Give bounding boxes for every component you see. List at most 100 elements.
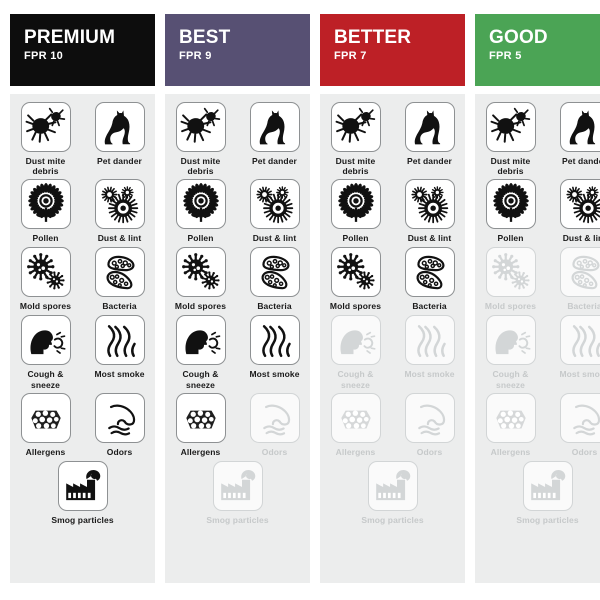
feature-row: Mold spores Bacteria [10, 247, 155, 312]
smoke-icon [94, 315, 145, 366]
feature-cell-smoke[interactable]: Most smoke [552, 315, 600, 389]
feature-cell-dust-mite[interactable]: Dust mite debris [13, 102, 79, 176]
rating-column-best: BEST FPR 9 Dust mite debris Pet dander [165, 0, 310, 600]
feature-label: Most smoke [249, 369, 300, 380]
feature-row: Cough & sneeze Most smoke [10, 315, 155, 390]
feature-cell-dust-lint[interactable]: Dust & lint [552, 179, 600, 244]
feature-cell-smoke[interactable]: Most smoke [397, 315, 463, 389]
allergen-molecule-icon [175, 392, 226, 443]
feature-cell-factory-smog[interactable]: Smog particles [17, 460, 149, 526]
feature-row: Allergens Odors [475, 392, 600, 458]
feature-label: Cough & sneeze [27, 369, 64, 390]
dust-lint-icon [249, 179, 300, 230]
feature-cell-allergen-molecule[interactable]: Allergens [13, 392, 79, 458]
mold-spore-icon [485, 247, 536, 298]
factory-smog-icon [367, 460, 418, 511]
feature-cell-flower[interactable]: Pollen [13, 179, 79, 244]
nose-odor-icon [249, 392, 300, 443]
feature-cell-cat[interactable]: Pet dander [87, 102, 153, 176]
feature-cell-allergen-molecule[interactable]: Allergens [323, 392, 389, 458]
feature-label: Pet dander [97, 156, 142, 166]
feature-cell-bacteria[interactable]: Bacteria [397, 247, 463, 312]
cough-sneeze-icon [485, 315, 536, 366]
feature-label: Pet dander [407, 156, 452, 166]
feature-cell-smoke[interactable]: Most smoke [242, 315, 308, 389]
bacteria-icon [559, 247, 600, 298]
feature-cell-cat[interactable]: Pet dander [242, 102, 308, 176]
feature-cell-bacteria[interactable]: Bacteria [552, 247, 600, 312]
feature-label: Pet dander [252, 156, 297, 166]
feature-cell-cat[interactable]: Pet dander [397, 102, 463, 176]
feature-label: Pollen [32, 233, 59, 244]
feature-cell-factory-smog[interactable]: Smog particles [172, 460, 304, 526]
feature-cell-bacteria[interactable]: Bacteria [87, 247, 153, 312]
feature-row: Mold spores Bacteria [320, 247, 465, 312]
feature-label: Most smoke [559, 369, 600, 380]
nose-odor-icon [94, 392, 145, 443]
feature-cell-dust-lint[interactable]: Dust & lint [87, 179, 153, 244]
feature-cell-flower[interactable]: Pollen [168, 179, 234, 244]
column-feature-list: Dust mite debris Pet dander Pollen [10, 94, 155, 583]
feature-label: Bacteria [412, 301, 447, 312]
rating-column-premium: PREMIUM FPR 10 Dust mite debris Pet dande… [10, 0, 155, 600]
feature-cell-cough-sneeze[interactable]: Cough & sneeze [168, 315, 234, 390]
feature-cell-dust-lint[interactable]: Dust & lint [242, 179, 308, 244]
feature-cell-allergen-molecule[interactable]: Allergens [168, 392, 234, 458]
nose-odor-icon [559, 392, 600, 443]
feature-cell-cat[interactable]: Pet dander [552, 102, 600, 176]
feature-label: Odors [571, 446, 598, 457]
feature-cell-factory-smog[interactable]: Smog particles [327, 460, 459, 526]
feature-row: Smog particles [10, 460, 155, 526]
feature-label: Dust mite debris [490, 156, 531, 177]
feature-cell-cough-sneeze[interactable]: Cough & sneeze [13, 315, 79, 390]
dust-lint-icon [94, 179, 145, 230]
factory-smog-icon [522, 460, 573, 511]
feature-cell-smoke[interactable]: Most smoke [87, 315, 153, 389]
dust-mite-icon [175, 102, 226, 152]
feature-label: Pollen [342, 233, 369, 244]
dust-mite-icon [485, 102, 536, 152]
factory-smog-icon [57, 460, 108, 511]
column-header-best: BEST FPR 9 [165, 14, 310, 86]
feature-cell-mold-spore[interactable]: Mold spores [168, 247, 234, 312]
feature-cell-flower[interactable]: Pollen [323, 179, 389, 244]
column-title: BEST [179, 27, 231, 48]
feature-cell-mold-spore[interactable]: Mold spores [478, 247, 544, 312]
dust-lint-icon [404, 179, 455, 230]
feature-cell-nose-odor[interactable]: Odors [397, 392, 463, 458]
feature-cell-cough-sneeze[interactable]: Cough & sneeze [323, 315, 389, 390]
feature-label: Dust mite debris [335, 156, 376, 177]
feature-cell-cough-sneeze[interactable]: Cough & sneeze [478, 315, 544, 390]
feature-row: Cough & sneeze Most smoke [165, 315, 310, 390]
feature-row: Pollen [10, 179, 155, 244]
feature-cell-nose-odor[interactable]: Odors [242, 392, 308, 458]
cat-icon [249, 102, 300, 152]
feature-cell-factory-smog[interactable]: Smog particles [482, 460, 600, 526]
column-title: BETTER [334, 27, 412, 48]
feature-cell-dust-mite[interactable]: Dust mite debris [168, 102, 234, 176]
column-fpr-rating: FPR 10 [24, 49, 64, 62]
feature-cell-dust-lint[interactable]: Dust & lint [397, 179, 463, 244]
feature-cell-allergen-molecule[interactable]: Allergens [478, 392, 544, 458]
feature-cell-mold-spore[interactable]: Mold spores [323, 247, 389, 312]
feature-label: Allergens [180, 446, 221, 457]
feature-label: Cough & sneeze [182, 369, 219, 390]
feature-label: Smog particles [516, 514, 579, 525]
feature-cell-nose-odor[interactable]: Odors [552, 392, 600, 458]
feature-cell-nose-odor[interactable]: Odors [87, 392, 153, 458]
column-header-good: GOOD FPR 5 [475, 14, 600, 86]
flower-icon [485, 179, 536, 230]
feature-cell-dust-mite[interactable]: Dust mite debris [323, 102, 389, 176]
feature-cell-mold-spore[interactable]: Mold spores [13, 247, 79, 312]
feature-label: Odors [106, 446, 133, 457]
feature-label: Dust mite debris [25, 156, 66, 177]
feature-cell-flower[interactable]: Pollen [478, 179, 544, 244]
feature-label: Dust & lint [97, 233, 142, 244]
column-title: GOOD [489, 27, 548, 48]
feature-label: Cough & sneeze [337, 369, 374, 390]
feature-cell-bacteria[interactable]: Bacteria [242, 247, 308, 312]
allergen-molecule-icon [330, 392, 381, 443]
feature-cell-dust-mite[interactable]: Dust mite debris [478, 102, 544, 176]
cough-sneeze-icon [20, 315, 71, 366]
column-header-premium: PREMIUM FPR 10 [10, 14, 155, 86]
